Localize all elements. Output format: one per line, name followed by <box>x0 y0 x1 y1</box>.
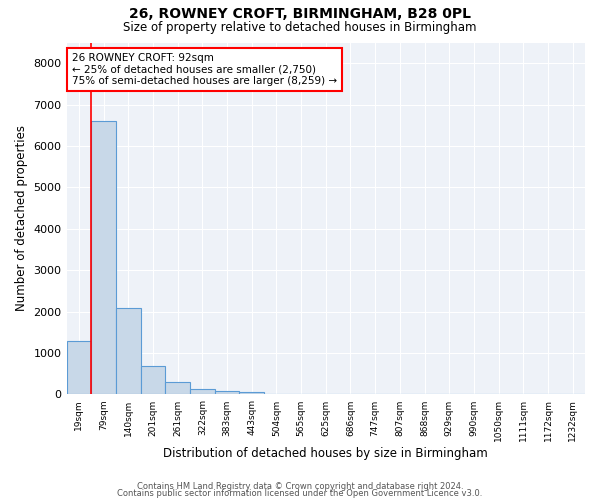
Text: Contains public sector information licensed under the Open Government Licence v3: Contains public sector information licen… <box>118 489 482 498</box>
Text: 26, ROWNEY CROFT, BIRMINGHAM, B28 0PL: 26, ROWNEY CROFT, BIRMINGHAM, B28 0PL <box>129 8 471 22</box>
Bar <box>116 308 140 394</box>
Bar <box>190 389 215 394</box>
Bar <box>215 391 239 394</box>
Bar <box>239 392 264 394</box>
Text: Contains HM Land Registry data © Crown copyright and database right 2024.: Contains HM Land Registry data © Crown c… <box>137 482 463 491</box>
Text: Size of property relative to detached houses in Birmingham: Size of property relative to detached ho… <box>123 21 477 34</box>
Bar <box>140 366 165 394</box>
Bar <box>67 340 91 394</box>
Y-axis label: Number of detached properties: Number of detached properties <box>15 126 28 312</box>
Text: 26 ROWNEY CROFT: 92sqm
← 25% of detached houses are smaller (2,750)
75% of semi-: 26 ROWNEY CROFT: 92sqm ← 25% of detached… <box>72 53 337 86</box>
Bar <box>91 121 116 394</box>
Bar <box>165 382 190 394</box>
X-axis label: Distribution of detached houses by size in Birmingham: Distribution of detached houses by size … <box>163 447 488 460</box>
